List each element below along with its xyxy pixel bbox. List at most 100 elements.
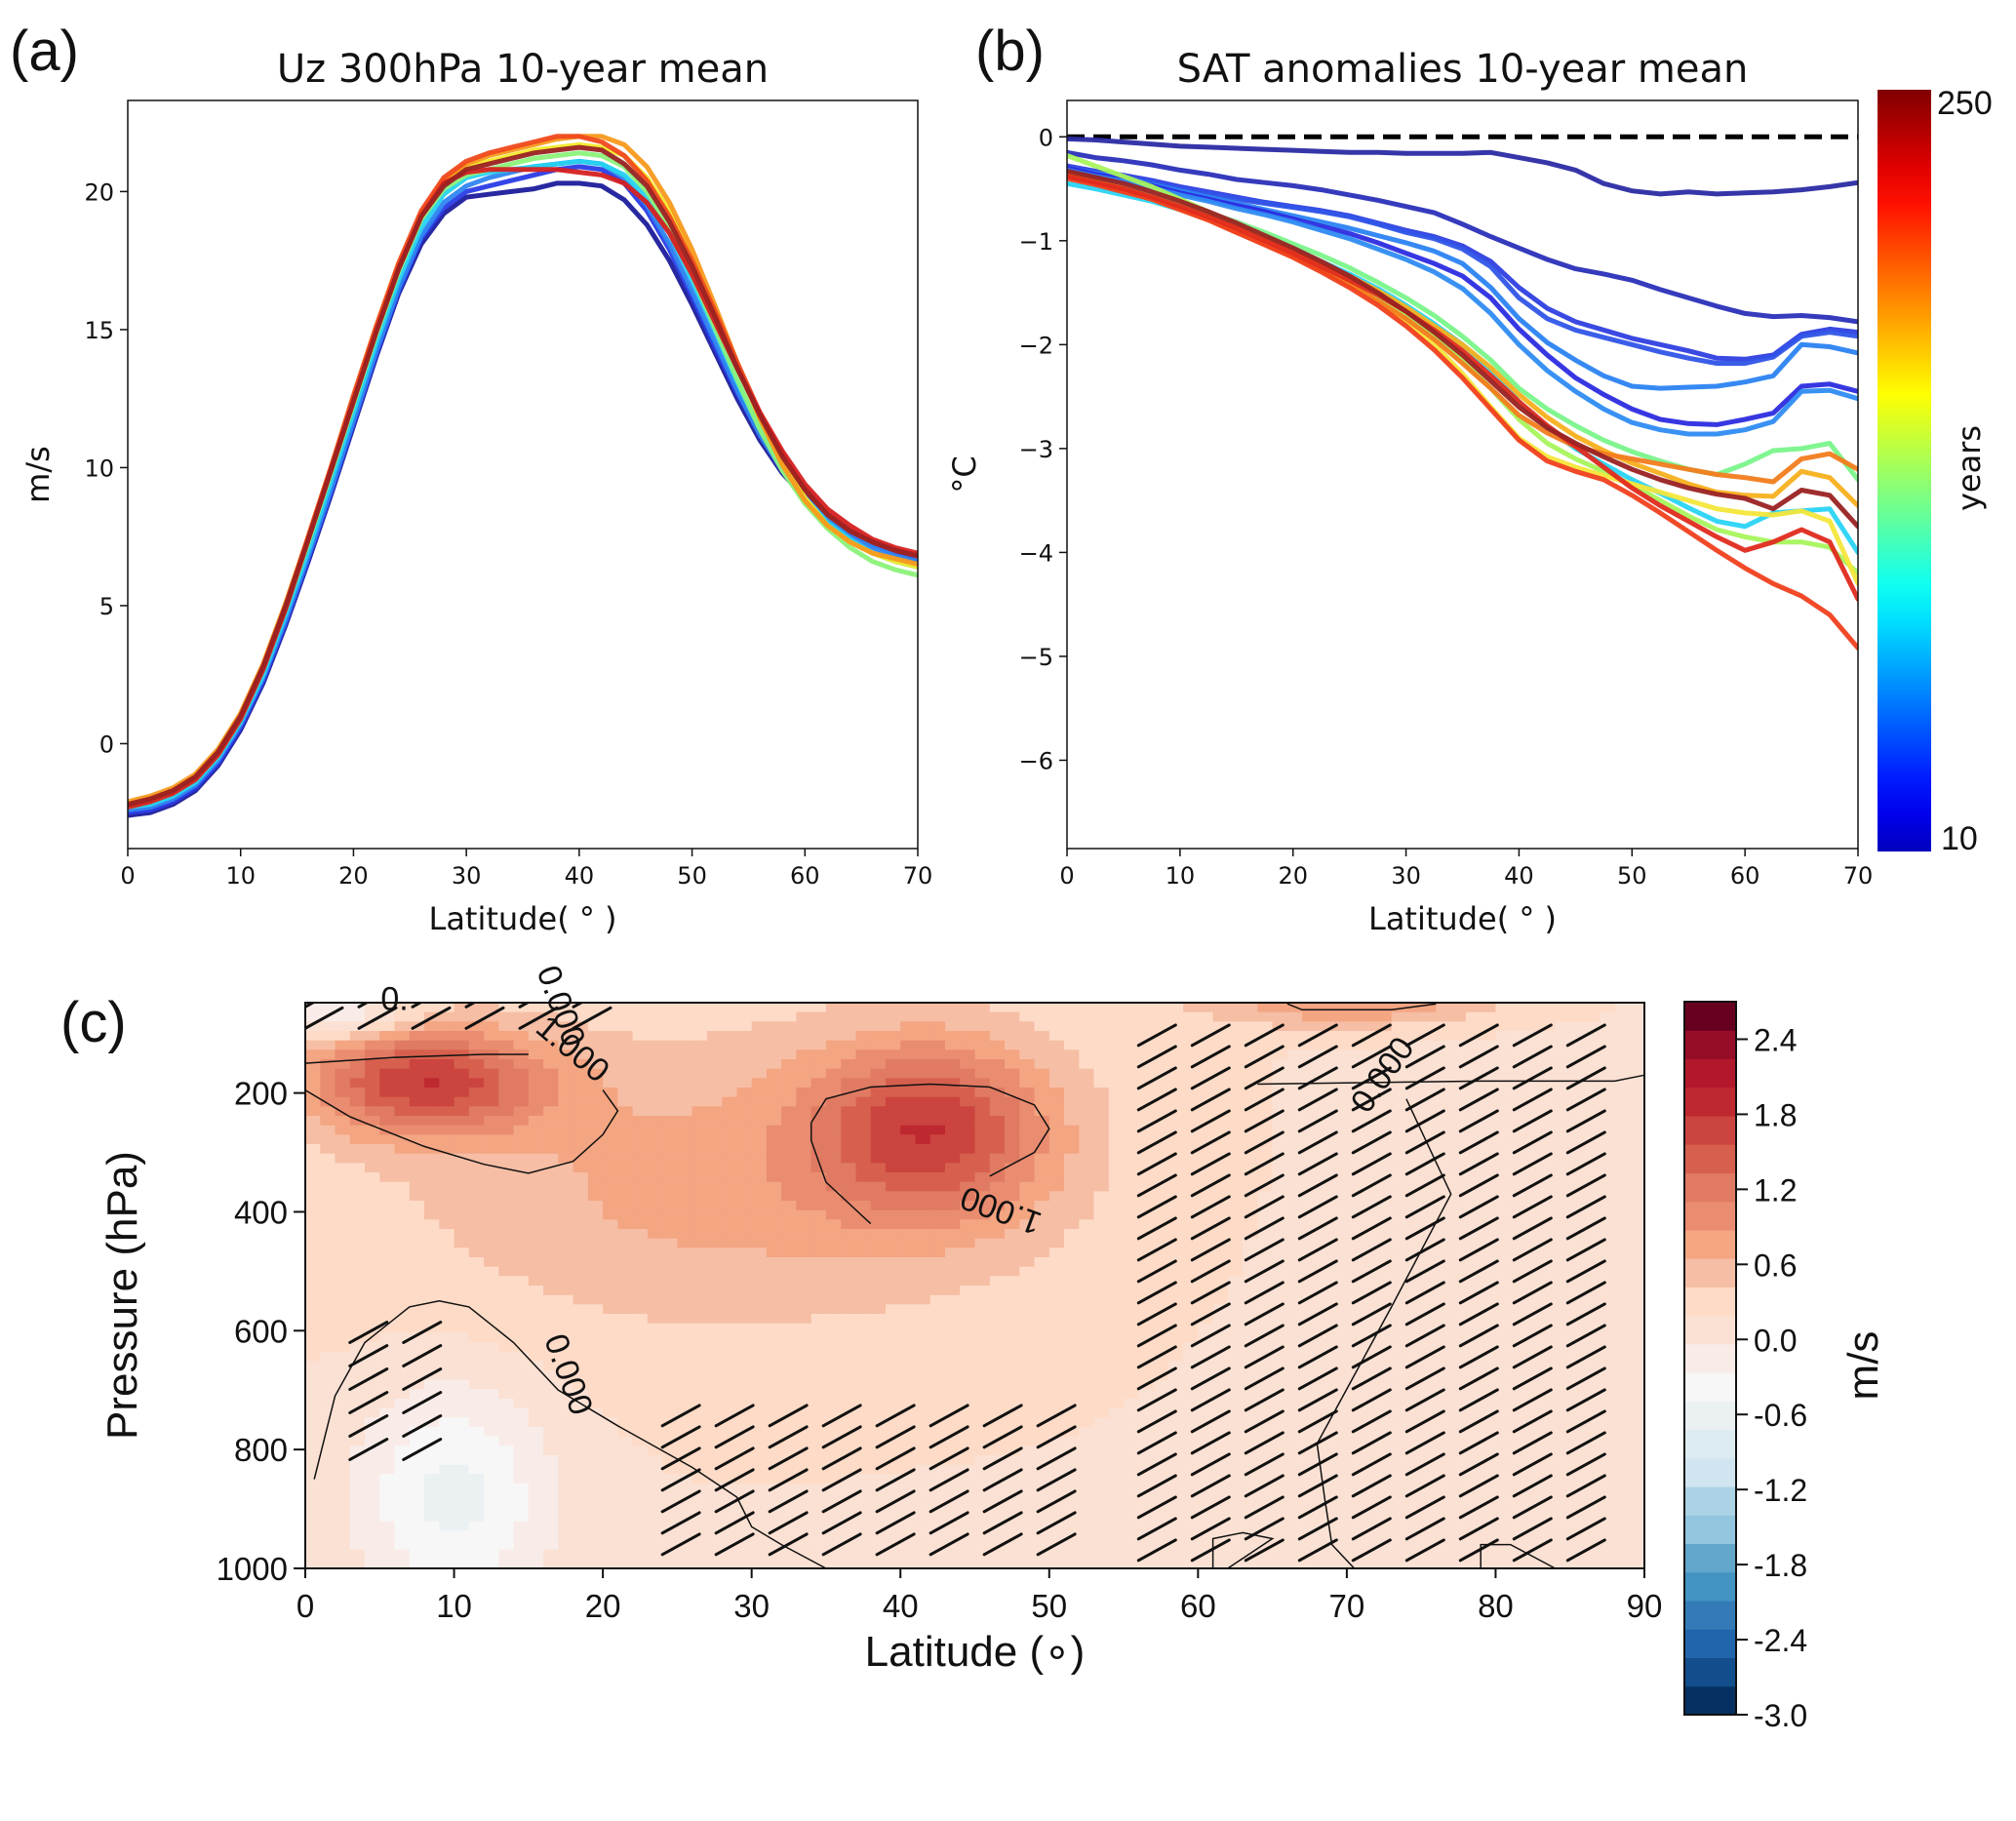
heatmap-cell (1198, 1286, 1214, 1296)
heatmap-cell (365, 1003, 380, 1013)
heatmap-cell (1034, 1247, 1050, 1258)
heatmap-cell (1227, 1021, 1244, 1032)
heatmap-cell (1317, 1530, 1333, 1541)
heatmap-cell (603, 1276, 618, 1287)
heatmap-cell (558, 1399, 574, 1409)
heatmap-cell (1286, 1417, 1303, 1428)
heatmap-cell (617, 1181, 634, 1192)
heatmap-cell (1212, 1407, 1229, 1418)
heatmap-cell (320, 1106, 336, 1117)
heatmap-cell (1183, 1219, 1199, 1230)
heatmap-cell (543, 1445, 559, 1456)
heatmap-cell (1362, 1144, 1377, 1155)
heatmap-cell (736, 1247, 753, 1258)
heatmap-cell (647, 1257, 663, 1268)
heatmap-cell (1167, 1096, 1184, 1107)
heatmap-cell (1138, 1088, 1155, 1098)
heatmap-cell (692, 1106, 708, 1117)
heatmap-cell (632, 1342, 649, 1353)
heatmap-cell (394, 1049, 411, 1060)
heatmap-cell (1079, 1407, 1095, 1418)
heatmap-cell (1436, 1521, 1452, 1531)
heatmap-cell (409, 1294, 425, 1305)
heatmap-cell (1064, 1399, 1080, 1409)
heatmap-cell (305, 1011, 321, 1022)
heatmap-cell (1019, 1209, 1036, 1220)
heatmap-cell (349, 1238, 366, 1248)
heatmap-cell (841, 1512, 857, 1523)
heatmap-cell (796, 1021, 812, 1032)
heatmap-cell (468, 1011, 485, 1022)
heatmap-cell (1465, 1540, 1482, 1551)
heatmap-cell (305, 1294, 321, 1305)
series-line-40-years (1067, 165, 1858, 366)
heatmap-cell (1481, 1502, 1497, 1513)
heatmap-cell (945, 1163, 961, 1173)
heatmap-cell (870, 1294, 887, 1305)
heatmap-cell (989, 1181, 1006, 1192)
heatmap-cell (573, 1427, 589, 1438)
heatmap-cell (379, 1209, 396, 1220)
heatmap-cell (1167, 1134, 1184, 1145)
heatmap-cell (632, 1003, 649, 1013)
heatmap-cell (349, 1031, 366, 1042)
heatmap-cell (825, 1257, 842, 1268)
heatmap-cell (617, 1106, 634, 1117)
heatmap-cell (766, 1361, 782, 1371)
heatmap-cell (1048, 1436, 1065, 1446)
heatmap-cell (1257, 1484, 1274, 1494)
heatmap-cell (1005, 1559, 1020, 1568)
heatmap-cell (1064, 1191, 1080, 1202)
heatmap-cell (825, 1445, 842, 1456)
heatmap-cell (855, 1484, 872, 1494)
heatmap-cell (543, 1436, 559, 1446)
heatmap-cell (781, 1455, 798, 1466)
heatmap-cell (647, 1144, 663, 1155)
heatmap-cell (1138, 1031, 1155, 1042)
heatmap-cell (335, 1106, 351, 1117)
heatmap-cell (960, 1021, 976, 1032)
heatmap-cell (1034, 1266, 1050, 1277)
heatmap-cell (722, 1257, 738, 1268)
heatmap-cell (335, 1125, 351, 1135)
heatmap-cell (305, 1096, 321, 1107)
heatmap-cell (825, 1464, 842, 1475)
heatmap-cell (468, 1427, 485, 1438)
heatmap-cell (1257, 1407, 1274, 1418)
heatmap-cell (468, 1407, 485, 1418)
heatmap-cell (1495, 1464, 1512, 1475)
series-line-180-years (1067, 173, 1858, 485)
heatmap-cell (1481, 1399, 1497, 1409)
heatmap-cell (662, 1266, 678, 1277)
heatmap-cell (587, 1059, 604, 1070)
heatmap-cell (1450, 1389, 1467, 1400)
heatmap-cell (484, 1191, 499, 1202)
heatmap-cell (989, 1342, 1006, 1353)
heatmap-cell (1376, 1540, 1393, 1551)
heatmap-cell (751, 1021, 768, 1032)
heatmap-cell (810, 1455, 827, 1466)
heatmap-cell (320, 1502, 336, 1513)
heatmap-cell (989, 1399, 1006, 1409)
heatmap-cell (1436, 1003, 1452, 1013)
heatmap-cell (587, 1502, 604, 1513)
heatmap-cell (1302, 1049, 1318, 1060)
heatmap-cell (587, 1464, 604, 1475)
heatmap-cell (945, 1370, 961, 1381)
heatmap-cell (825, 1540, 842, 1551)
heatmap-cell (1243, 1512, 1258, 1523)
heatmap-cell (989, 1096, 1006, 1107)
heatmap-cell (1005, 1003, 1020, 1013)
heatmap-cell (1034, 1257, 1050, 1268)
heatmap-cell (900, 1502, 917, 1513)
heatmap-cell (1108, 1407, 1125, 1418)
heatmap-cell (1034, 1040, 1050, 1050)
heatmap-cell (573, 1455, 589, 1466)
heatmap-cell (1331, 1389, 1348, 1400)
heatmap-cell (1465, 1445, 1482, 1456)
heatmap-cell (929, 1314, 946, 1325)
heatmap-cell (587, 1445, 604, 1456)
heatmap-cell (1019, 1455, 1036, 1466)
heatmap-cell (1005, 1219, 1020, 1230)
heatmap-cell (1212, 1125, 1229, 1135)
